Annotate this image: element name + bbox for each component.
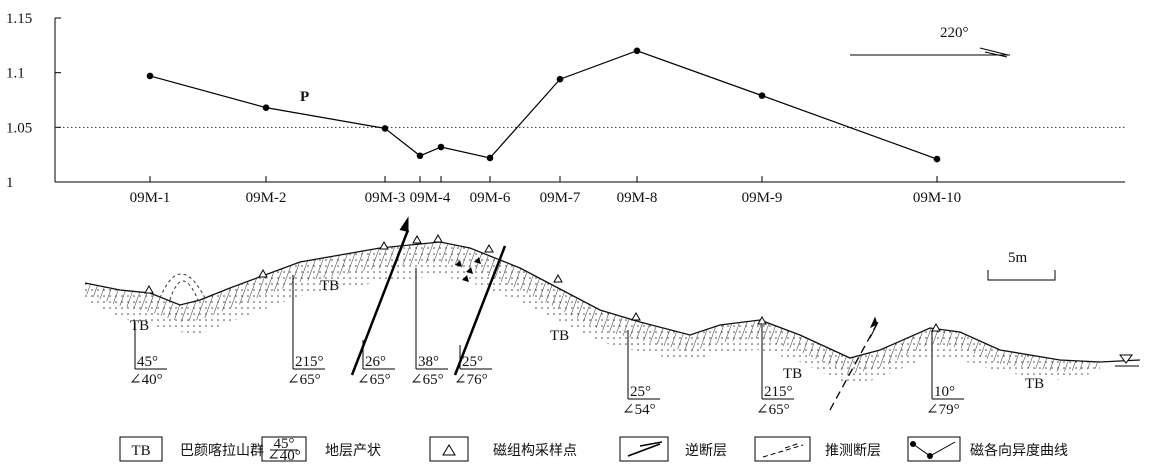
attitude-strike: 25°: [462, 354, 483, 370]
legend-dot: [910, 441, 916, 447]
attitude-strike: 26°: [365, 354, 386, 370]
legend-curve: [913, 442, 955, 456]
x-tick-label: 09M-9: [742, 190, 783, 206]
legend-dot: [927, 453, 933, 459]
legend-box: [620, 437, 668, 461]
legend-label: 巴颜喀拉山群: [180, 443, 264, 459]
cross-section: [85, 218, 1140, 410]
fold: [160, 274, 205, 300]
attitude-dip: ∠54°: [622, 402, 656, 418]
direction-arrowhead: [980, 48, 1008, 57]
data-point: [487, 155, 494, 162]
legend-triangle: [443, 445, 455, 455]
figure: 1 1.05 1.1 1.15 09M-1 09M-2 09M-309M-4 09M-6 09M…: [0, 0, 1150, 464]
legend-label: 磁各向异度曲线: [970, 443, 1068, 459]
formation-label: TB: [783, 366, 802, 382]
data-point: [382, 125, 389, 132]
scale-label: 5m: [1008, 250, 1028, 266]
attitude-dip: ∠79°: [926, 402, 960, 418]
data-point: [417, 152, 424, 159]
direction-label: 220°: [940, 25, 969, 41]
x-tick-label: 09M-7: [540, 190, 581, 206]
legend-inferred: [763, 443, 803, 457]
y-tick-label: 1.1: [6, 66, 25, 82]
legend-label: 地层产状: [325, 443, 381, 459]
attitude-strike: 38°: [418, 354, 439, 370]
x-tick-label: 09M-2: [246, 190, 287, 206]
series-label: P: [300, 89, 309, 105]
x-tick-label: 09M-1: [130, 190, 171, 206]
data-point: [263, 104, 270, 111]
legend-thrust: [628, 442, 662, 456]
formation-label: TB: [1025, 376, 1044, 392]
attitude-dip: ∠40°: [129, 372, 163, 388]
x-tick-label: 09M-6: [470, 190, 511, 206]
data-point: [934, 156, 941, 163]
data-line: [150, 51, 937, 159]
legend-symbol: ∠40°: [267, 448, 301, 464]
attitude-strike: 25°: [630, 384, 651, 400]
formation-label: TB: [320, 278, 339, 294]
legend-box: [908, 437, 960, 461]
x-tick-label: 09M-3: [365, 190, 406, 206]
legend-label: 逆断层: [685, 443, 727, 459]
attitude-dip: ∠65°: [287, 372, 321, 388]
y-tick-label: 1: [6, 175, 14, 191]
data-point: [438, 144, 445, 151]
x-tick-label: 09M-8: [617, 190, 658, 206]
attitude-dip: ∠76°: [454, 372, 488, 388]
data-point: [759, 92, 766, 99]
attitude-dip: ∠65°: [410, 372, 444, 388]
attitude-strike: 10°: [934, 384, 955, 400]
attitude-strike: 215°: [764, 384, 793, 400]
y-tick-label: 1.05: [6, 120, 32, 136]
legend-symbol: TB: [131, 443, 150, 459]
formation-label: TB: [130, 318, 149, 334]
data-point: [634, 48, 641, 55]
scale-bar: [988, 270, 1055, 280]
attitude-dip: ∠65°: [357, 372, 391, 388]
x-tick-label: 09M-4: [410, 190, 451, 206]
attitude-strike: 215°: [295, 354, 324, 370]
attitude-strike: 45°: [137, 354, 158, 370]
legend-label: 推测断层: [825, 443, 881, 459]
data-point: [557, 76, 564, 83]
y-tick-label: 1.15: [6, 11, 32, 27]
legend-label: 磁组构采样点: [493, 443, 577, 459]
attitude-dip: ∠65°: [756, 402, 790, 418]
formation-label: TB: [550, 328, 569, 344]
data-point: [147, 73, 154, 80]
x-tick-label: 09M-10: [913, 190, 961, 206]
